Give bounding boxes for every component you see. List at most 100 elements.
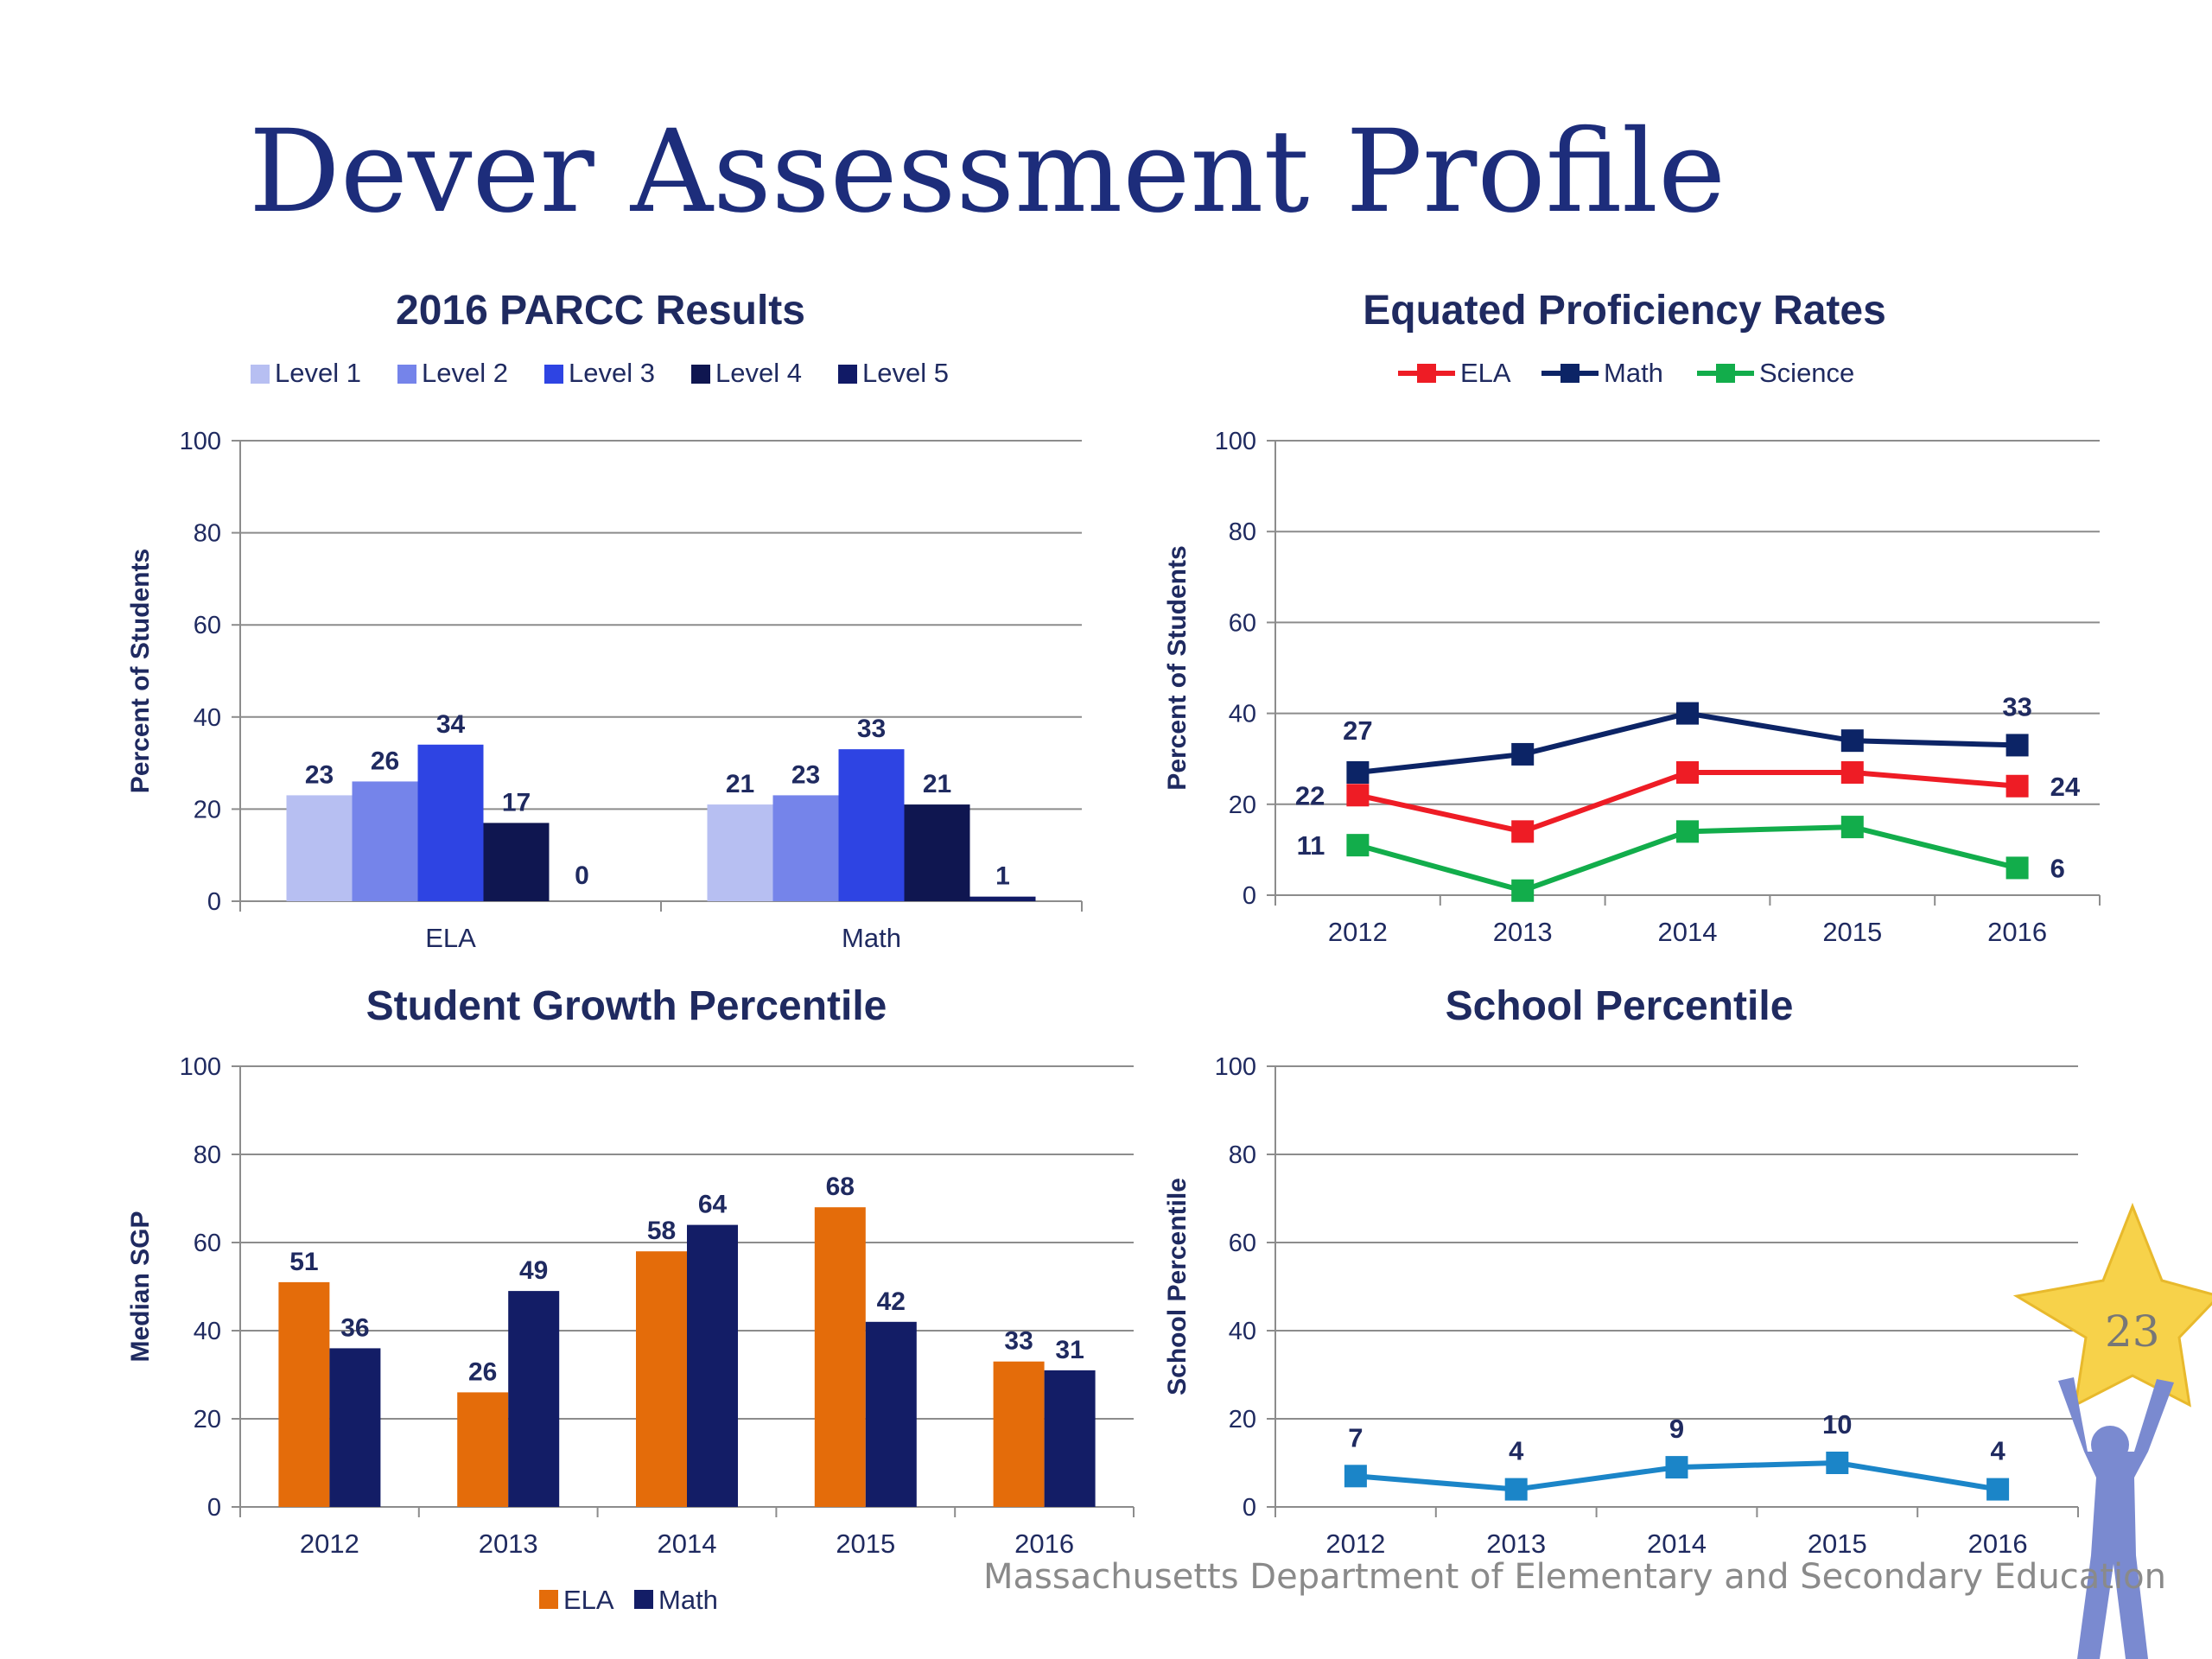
sgp-data-label: 68: [826, 1173, 855, 1201]
parcc-legend-swatch: [838, 365, 857, 384]
percentile-point-marker: [1986, 1478, 2010, 1501]
parcc-y-axis-label: Percent of Students: [126, 549, 155, 793]
parcc-bar: [483, 823, 550, 901]
percentile-xtick-label: 2016: [1968, 1529, 2028, 1559]
parcc-bar: [969, 896, 1036, 901]
proficiency-point-marker: [1676, 820, 1699, 843]
parcc-legend-swatch: [691, 365, 710, 384]
parcc-category-label: ELA: [425, 923, 476, 953]
sgp-category-label: 2016: [1014, 1529, 1074, 1559]
proficiency-xtick-label: 2012: [1328, 917, 1388, 947]
proficiency-ytick-label: 60: [1229, 609, 1256, 637]
parcc-legend-swatch: [544, 365, 563, 384]
parcc-data-label: 17: [502, 788, 531, 817]
parcc-legend-label: Level 1: [275, 358, 361, 388]
proficiency-data-label: 27: [1343, 715, 1372, 746]
parcc-bar: [838, 749, 905, 901]
parcc-ytick-label: 80: [194, 520, 221, 548]
sgp-ytick-label: 80: [194, 1141, 221, 1169]
proficiency-xtick-label: 2015: [1822, 917, 1882, 947]
proficiency-point-marker: [1840, 760, 1864, 784]
sgp-bar: [865, 1321, 917, 1507]
parcc-legend-label: Level 5: [862, 358, 949, 388]
sgp-data-label: 33: [1004, 1327, 1033, 1356]
percentile-ytick-label: 20: [1229, 1406, 1256, 1433]
percentile-ytick-label: 40: [1229, 1318, 1256, 1345]
sgp-category-label: 2012: [300, 1529, 359, 1559]
parcc-ytick-label: 20: [194, 796, 221, 823]
page-number: 23: [2105, 1306, 2160, 1357]
parcc-data-label: 33: [857, 715, 886, 743]
proficiency-xtick-label: 2014: [1658, 917, 1718, 947]
sgp-data-label: 36: [340, 1313, 369, 1342]
parcc-bar: [417, 744, 484, 901]
sgp-legend-swatch: [539, 1590, 558, 1609]
slide-title: Dever Assessment Profile: [249, 105, 1726, 238]
percentile-xtick-label: 2014: [1647, 1529, 1707, 1559]
sgp-ytick-label: 0: [207, 1494, 221, 1522]
sgp-data-label: 64: [698, 1191, 728, 1219]
proficiency-point-marker: [1511, 820, 1535, 843]
proficiency-data-label: 24: [2050, 772, 2081, 802]
proficiency-point-marker: [1511, 879, 1535, 902]
sgp-y-axis-label: Median SGP: [126, 1211, 155, 1362]
percentile-point-marker: [1504, 1478, 1528, 1501]
sgp-chart-title: Student Growth Percentile: [366, 983, 887, 1029]
footer-text: Massachusetts Department of Elementary a…: [983, 1557, 2166, 1597]
parcc-data-label: 1: [995, 862, 1010, 891]
sgp-bar: [457, 1392, 509, 1507]
sgp-category-label: 2014: [658, 1529, 717, 1559]
percentile-point-marker: [1665, 1456, 1688, 1479]
proficiency-legend-marker: [1560, 364, 1580, 383]
proficiency-point-marker: [1346, 784, 1370, 807]
percentile-ytick-label: 60: [1229, 1230, 1256, 1257]
parcc-ytick-label: 100: [180, 428, 221, 455]
proficiency-point-marker: [1511, 742, 1535, 766]
parcc-legend-label: Level 3: [569, 358, 655, 388]
parcc-ytick-label: 60: [194, 612, 221, 639]
percentile-point-marker: [1826, 1452, 1849, 1474]
proficiency-legend-label: Math: [1604, 358, 1663, 388]
proficiency-data-label: 6: [2050, 853, 2065, 883]
sgp-bar: [814, 1207, 866, 1507]
sgp-data-label: 58: [647, 1217, 676, 1245]
proficiency-point-marker: [1676, 760, 1699, 784]
parcc-legend-swatch: [251, 365, 270, 384]
proficiency-point-marker: [1676, 702, 1699, 725]
sgp-ytick-label: 60: [194, 1230, 221, 1257]
proficiency-ytick-label: 80: [1229, 518, 1256, 546]
parcc-ytick-label: 0: [207, 888, 221, 916]
percentile-ytick-label: 100: [1215, 1053, 1256, 1081]
sgp-bar: [278, 1281, 330, 1507]
sgp-legend-label: Math: [658, 1585, 718, 1615]
proficiency-point-marker: [1840, 729, 1864, 753]
parcc-data-label: 34: [436, 710, 466, 739]
sgp-bar: [687, 1224, 738, 1507]
parcc-bar: [352, 781, 418, 901]
parcc-data-label: 23: [791, 760, 820, 789]
parcc-bar: [707, 804, 773, 901]
proficiency-legend-label: Science: [1759, 358, 1854, 388]
percentile-data-label: 10: [1822, 1409, 1852, 1440]
sgp-ytick-label: 100: [180, 1053, 221, 1081]
parcc-data-label: 21: [726, 770, 754, 798]
proficiency-legend-marker: [1716, 364, 1735, 383]
proficiency-chart-title: Equated Proficiency Rates: [1363, 288, 1886, 334]
percentile-chart-title: School Percentile: [1446, 983, 1794, 1029]
sgp-ytick-label: 40: [194, 1318, 221, 1345]
proficiency-ytick-label: 40: [1229, 701, 1256, 728]
parcc-bar: [904, 804, 970, 901]
sgp-data-label: 49: [519, 1256, 548, 1285]
proficiency-ytick-label: 20: [1229, 791, 1256, 819]
parcc-legend-label: Level 4: [715, 358, 802, 388]
percentile-y-axis-label: School Percentile: [1163, 1178, 1192, 1395]
percentile-xtick-label: 2012: [1325, 1529, 1385, 1559]
proficiency-ytick-label: 100: [1215, 428, 1256, 455]
sgp-bar: [1044, 1370, 1096, 1507]
sgp-bar: [636, 1251, 687, 1507]
proficiency-point-marker: [1346, 834, 1370, 857]
parcc-data-label: 23: [305, 760, 334, 789]
star-icon: [2012, 1202, 2212, 1408]
sgp-category-label: 2015: [836, 1529, 895, 1559]
